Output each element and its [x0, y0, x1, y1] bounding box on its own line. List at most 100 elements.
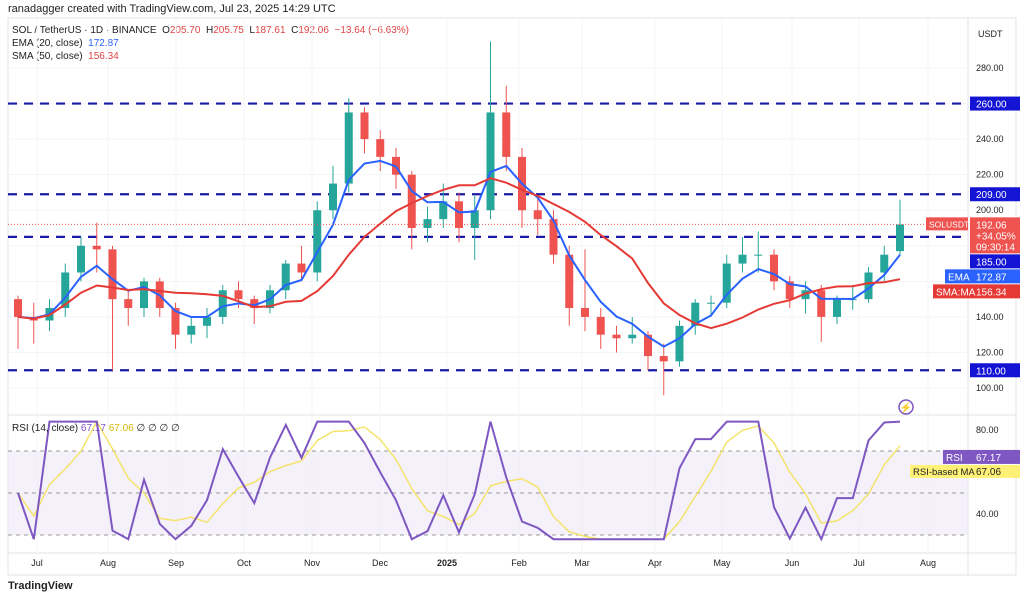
candle-body — [108, 249, 117, 300]
candle-body — [659, 356, 668, 362]
price-tick: 240.00 — [976, 134, 1004, 144]
rsi-ma-tag-value: 67.06 — [976, 467, 1001, 478]
time-tick: Oct — [237, 558, 252, 568]
candle-body — [644, 334, 652, 357]
candle-body — [92, 245, 101, 250]
candle-body — [439, 201, 448, 220]
time-tick: Mar — [574, 558, 590, 568]
time-tick: May — [713, 558, 731, 568]
time-tick: Sep — [168, 558, 184, 568]
rsi-ma-legend-value: 67.06 — [108, 423, 134, 434]
candle-body — [124, 299, 133, 309]
level-label-bg — [970, 254, 1020, 269]
change-value: −13.64 (−6.63%) — [334, 25, 410, 36]
credit-line: ranadagger created with TradingView.com,… — [8, 3, 336, 15]
last-price-text: +34.05% — [976, 231, 1016, 242]
high-value: 205.75 — [213, 25, 244, 36]
symbol-tag-bg — [926, 217, 968, 231]
candle-body — [140, 281, 148, 309]
rsi-tag-bg — [943, 449, 1020, 464]
candle-body — [801, 290, 810, 300]
ema-tag-value: 172.87 — [976, 272, 1007, 283]
rsi-tick: 40.00 — [976, 509, 999, 519]
l-label: L — [249, 25, 255, 36]
candle-body — [880, 254, 889, 273]
last-price-bg — [970, 217, 1020, 254]
price-tick: 280.00 — [976, 63, 1004, 73]
time-tick: Dec — [372, 558, 389, 568]
level-label: 185.00 — [976, 257, 1007, 268]
last-price-text: 09:30:14 — [976, 242, 1015, 253]
time-tick: Feb — [511, 558, 527, 568]
symbol-tag: SOLUSDT — [929, 219, 969, 229]
rsi-legend-extra: ∅ ∅ ∅ ∅ — [136, 423, 180, 434]
candle-body — [707, 302, 715, 304]
rsi-line — [17, 420, 901, 542]
lightning-alert-circle — [898, 399, 914, 415]
candle-body — [313, 210, 322, 273]
time-tick: Jul — [31, 558, 43, 568]
candle-body — [329, 183, 337, 211]
candle-body — [486, 112, 495, 211]
open-value: 205.70 — [169, 25, 201, 36]
time-tick: Jul — [853, 558, 865, 568]
price-tick: 200.00 — [976, 205, 1004, 215]
candle-body — [376, 139, 385, 157]
candle-body — [61, 272, 70, 309]
candle-body — [770, 254, 778, 282]
candle-body — [455, 201, 463, 229]
symbol-label[interactable]: SOL / TetherUS · 1D · BINANCE — [12, 25, 157, 36]
candle-body — [360, 112, 369, 140]
rsi-legend-label[interactable]: RSI (14, close) — [12, 423, 79, 434]
level-label-bg — [970, 96, 1020, 111]
c-label: C — [291, 25, 299, 36]
sma-line — [17, 177, 901, 330]
candle-body — [675, 325, 684, 362]
rsi-tick: 80.00 — [976, 425, 999, 435]
level-label-bg — [970, 363, 1020, 378]
sma-tag-value: 156.34 — [976, 287, 1007, 298]
candle-body — [596, 316, 605, 335]
h-label: H — [206, 25, 214, 36]
candle-body — [738, 254, 747, 264]
tradingview-logo: TradingView — [8, 580, 73, 592]
rsi-legend: RSI (14, close) 67.17 67.06 ∅ ∅ ∅ ∅ — [12, 423, 180, 434]
rsi-ma-tag-bg — [910, 464, 1020, 478]
candle-body — [565, 254, 574, 309]
candle-body — [171, 308, 180, 335]
currency-label: USDT — [978, 29, 1003, 39]
candle-body — [234, 290, 243, 300]
candle-body — [581, 308, 589, 317]
time-tick: Jun — [785, 558, 800, 568]
lightning-icon: ⚡ — [900, 401, 912, 414]
candle-body — [423, 219, 432, 229]
o-label: O — [162, 25, 170, 36]
low-value: 187.61 — [254, 25, 286, 36]
candle-body — [14, 299, 22, 317]
time-tick: Aug — [920, 558, 936, 568]
rsi-ma-tag-label: RSI-based MA — [913, 467, 975, 478]
time-tick: Aug — [100, 558, 116, 568]
price-tick: 120.00 — [976, 347, 1004, 357]
candle-body — [407, 174, 416, 229]
candle-body — [896, 224, 904, 252]
sma-legend-value: 156.34 — [88, 51, 119, 62]
close-value: 192.06 — [298, 25, 329, 36]
candle-body — [549, 219, 558, 255]
candle-body — [470, 210, 479, 229]
ema-tag-bg — [945, 269, 1020, 284]
rsi-tag-value: 67.17 — [976, 453, 1001, 464]
ema-legend[interactable]: EMA (20, close) — [12, 38, 83, 49]
chart-legend: SOL / TetherUS · 1D · BINANCE O205.70 H2… — [12, 24, 409, 63]
level-label-bg — [970, 187, 1020, 202]
candle-body — [817, 290, 826, 317]
candle-body — [218, 290, 227, 317]
candle-body — [77, 245, 85, 273]
ema-line — [17, 159, 901, 348]
time-tick: Nov — [304, 558, 321, 568]
time-tick: 2025 — [437, 558, 457, 568]
sma-legend[interactable]: SMA (50, close) — [12, 51, 83, 62]
candle-body — [785, 281, 794, 300]
candle-body — [628, 334, 637, 339]
